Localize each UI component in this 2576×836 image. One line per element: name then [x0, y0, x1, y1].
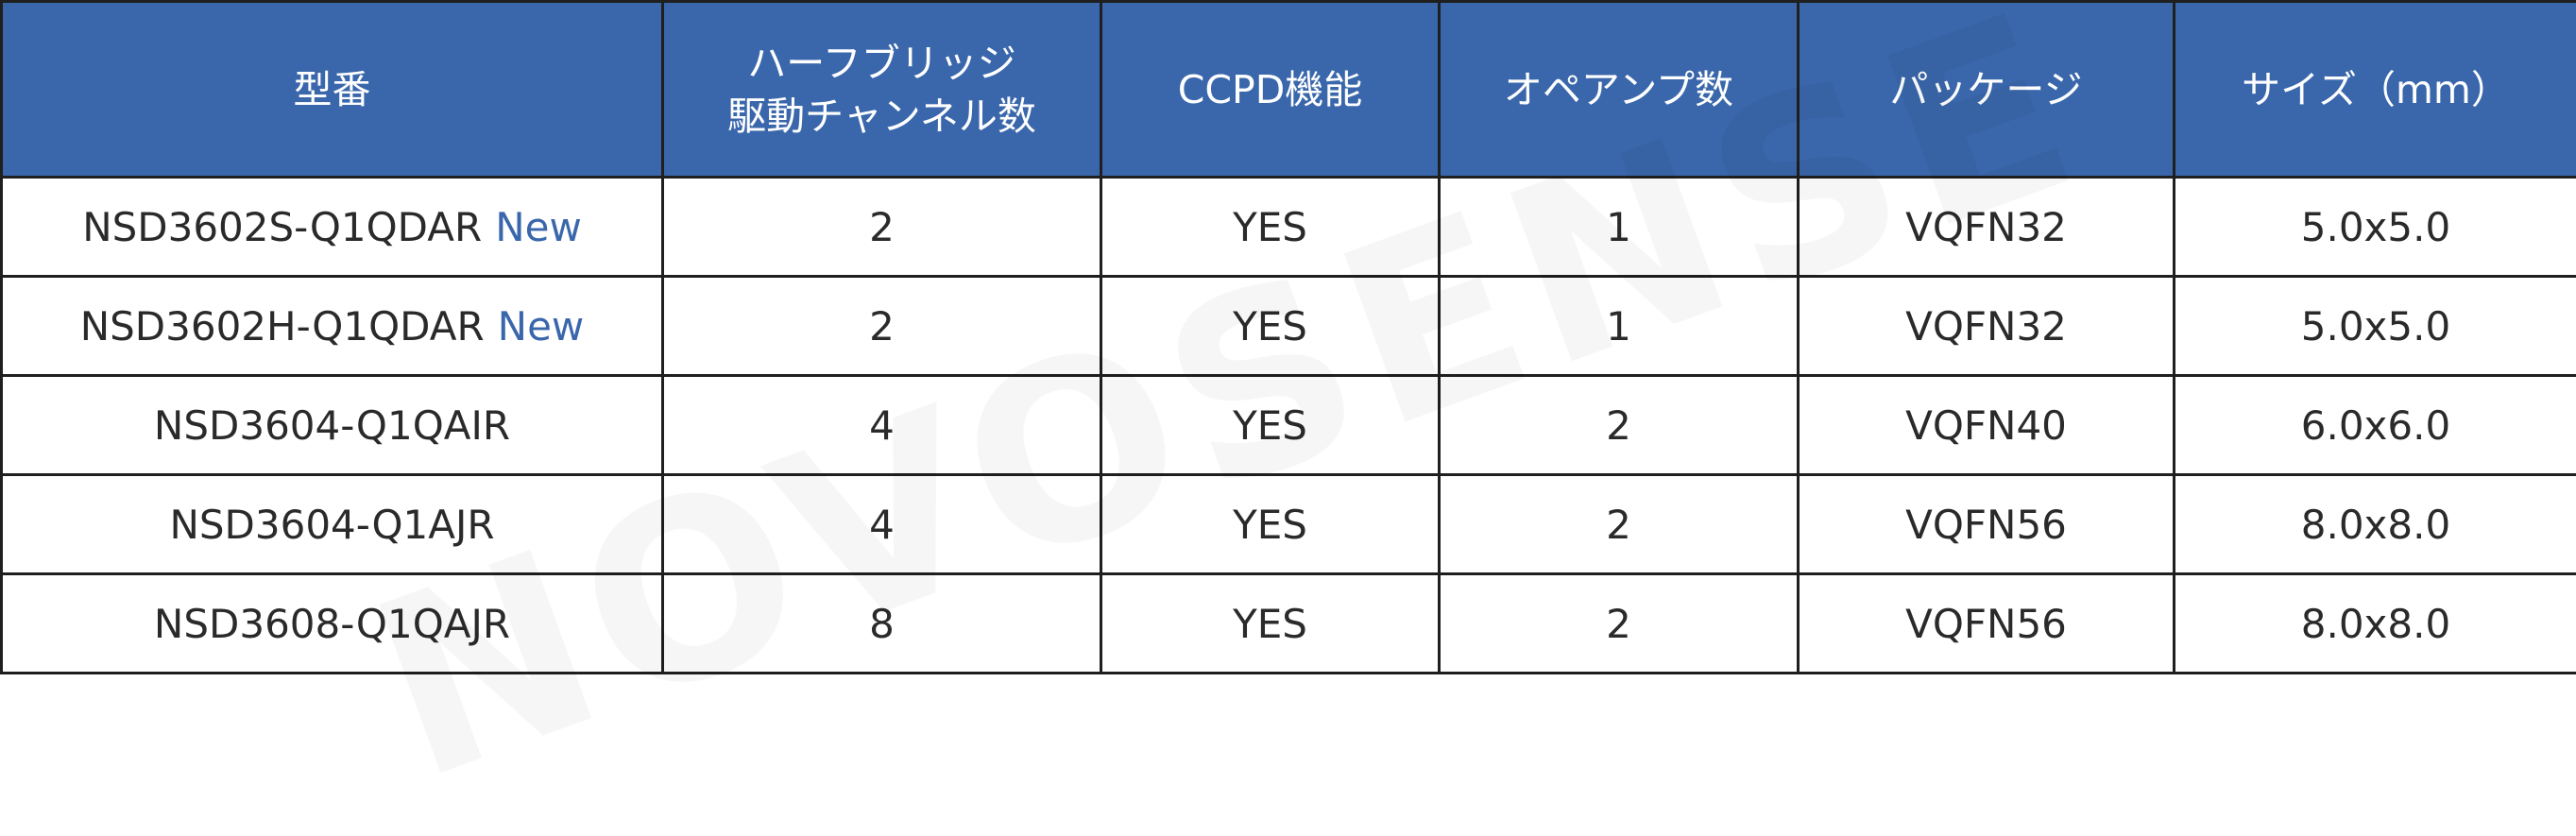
model-text: NSD3608-Q1QAJR [154, 601, 510, 647]
table-row: NSD3608-Q1QAJR 8 YES 2 VQFN56 8.0x8.0 [2, 574, 2576, 674]
cell-size: 5.0x5.0 [2175, 178, 2576, 277]
cell-ccpd: YES [1101, 475, 1440, 574]
cell-channels: 4 [663, 475, 1101, 574]
model-text: NSD3602S-Q1QDAR [82, 204, 482, 250]
cell-size: 8.0x8.0 [2175, 475, 2576, 574]
header-model: 型番 [2, 2, 663, 178]
header-half-bridge-channels: ハーフブリッジ 駆動チャンネル数 [663, 2, 1101, 178]
cell-package: VQFN32 [1799, 277, 2175, 376]
table-row: NSD3604-Q1AJR 4 YES 2 VQFN56 8.0x8.0 [2, 475, 2576, 574]
cell-ccpd: YES [1101, 574, 1440, 674]
new-badge: New [498, 303, 585, 350]
cell-channels: 2 [663, 178, 1101, 277]
cell-model: NSD3602S-Q1QDAR New [2, 178, 663, 277]
header-package: パッケージ [1799, 2, 2175, 178]
cell-opamps: 2 [1440, 574, 1799, 674]
product-spec-table: 型番 ハーフブリッジ 駆動チャンネル数 CCPD機能 オペアンプ数 パッケージ … [0, 0, 2576, 674]
cell-package: VQFN56 [1799, 574, 2175, 674]
cell-channels: 8 [663, 574, 1101, 674]
cell-model: NSD3602H-Q1QDAR New [2, 277, 663, 376]
cell-size: 8.0x8.0 [2175, 574, 2576, 674]
header-opamps: オペアンプ数 [1440, 2, 1799, 178]
new-badge: New [495, 204, 582, 250]
model-text: NSD3604-Q1QAIR [154, 402, 510, 449]
cell-channels: 4 [663, 376, 1101, 475]
cell-package: VQFN56 [1799, 475, 2175, 574]
cell-ccpd: YES [1101, 376, 1440, 475]
cell-opamps: 2 [1440, 475, 1799, 574]
header-ccpd: CCPD機能 [1101, 2, 1440, 178]
header-size: サイズ（mm） [2175, 2, 2576, 178]
model-text: NSD3604-Q1AJR [169, 502, 494, 548]
table-row: NSD3602H-Q1QDAR New 2 YES 1 VQFN32 5.0x5.… [2, 277, 2576, 376]
header-half-bridge-channels-line1: ハーフブリッジ 駆動チャンネル数 [727, 41, 1036, 139]
cell-model: NSD3608-Q1QAJR [2, 574, 663, 674]
cell-model: NSD3604-Q1AJR [2, 475, 663, 574]
cell-opamps: 2 [1440, 376, 1799, 475]
cell-channels: 2 [663, 277, 1101, 376]
cell-opamps: 1 [1440, 277, 1799, 376]
table-header-row: 型番 ハーフブリッジ 駆動チャンネル数 CCPD機能 オペアンプ数 パッケージ … [2, 2, 2576, 178]
cell-size: 5.0x5.0 [2175, 277, 2576, 376]
table-row: NSD3604-Q1QAIR 4 YES 2 VQFN40 6.0x6.0 [2, 376, 2576, 475]
table-row: NSD3602S-Q1QDAR New 2 YES 1 VQFN32 5.0x5.… [2, 178, 2576, 277]
cell-model: NSD3604-Q1QAIR [2, 376, 663, 475]
cell-package: VQFN40 [1799, 376, 2175, 475]
cell-size: 6.0x6.0 [2175, 376, 2576, 475]
cell-ccpd: YES [1101, 277, 1440, 376]
cell-package: VQFN32 [1799, 178, 2175, 277]
cell-opamps: 1 [1440, 178, 1799, 277]
model-text: NSD3602H-Q1QDAR [80, 303, 485, 350]
cell-ccpd: YES [1101, 178, 1440, 277]
